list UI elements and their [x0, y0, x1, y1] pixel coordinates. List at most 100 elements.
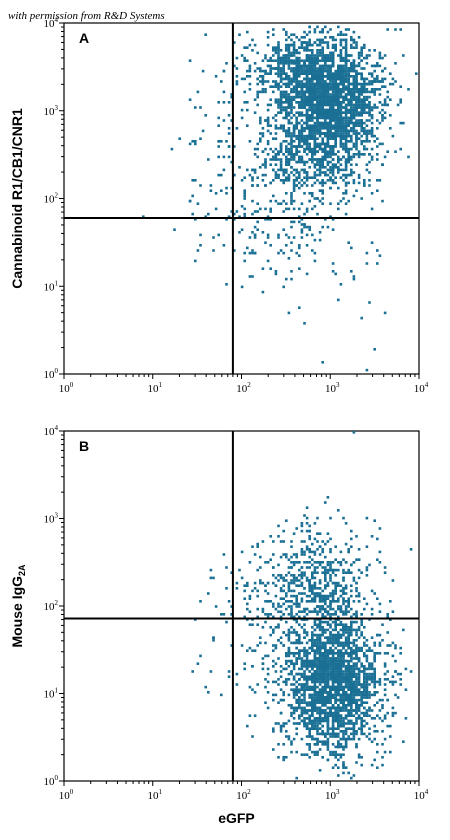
data-point [337, 103, 340, 107]
data-point [386, 670, 389, 673]
data-point [383, 683, 387, 686]
data-point [282, 28, 285, 31]
data-point [287, 179, 291, 182]
data-point [308, 158, 311, 161]
data-point [292, 667, 296, 671]
data-point [285, 33, 288, 36]
data-point [295, 82, 298, 86]
data-point [316, 101, 319, 104]
data-point [324, 67, 327, 70]
data-point [352, 30, 356, 34]
data-point [316, 197, 319, 200]
data-point [303, 67, 306, 70]
data-point [352, 691, 356, 694]
data-point [360, 717, 363, 720]
data-point [282, 54, 285, 57]
data-point [290, 202, 293, 205]
data-point [344, 158, 348, 161]
data-point [355, 90, 358, 94]
data-point [253, 69, 257, 73]
data-point [238, 215, 241, 218]
data-point [303, 225, 306, 229]
data-point [316, 75, 319, 78]
data-point [357, 683, 361, 686]
data-point [337, 106, 340, 109]
data-point [298, 121, 301, 125]
data-point [308, 49, 311, 52]
data-point [352, 95, 356, 99]
data-point [339, 753, 343, 756]
data-point [321, 82, 324, 86]
data-point [285, 730, 288, 733]
data-point [370, 106, 374, 109]
data-point [365, 103, 369, 107]
data-point [355, 82, 358, 86]
data-point [316, 163, 319, 166]
data-point [337, 740, 340, 743]
data-point [329, 75, 332, 78]
data-point [337, 111, 340, 114]
data-point [225, 140, 228, 143]
data-point [337, 691, 340, 694]
data-point [321, 672, 324, 676]
data-point [316, 626, 319, 629]
data-point [311, 701, 314, 704]
data-point [305, 108, 309, 112]
data-point [311, 119, 314, 122]
data-point [334, 693, 337, 697]
data-point [274, 173, 278, 177]
data-point [329, 652, 332, 655]
data-point [303, 101, 306, 104]
data-point [209, 184, 213, 187]
data-point [357, 737, 361, 741]
data-point [308, 103, 311, 107]
data-point [373, 652, 376, 655]
data-point [363, 132, 366, 135]
data-point [368, 72, 371, 75]
data-point [376, 106, 379, 109]
data-point [318, 132, 322, 135]
data-point [357, 101, 361, 104]
data-point [321, 652, 324, 655]
data-point [337, 129, 340, 133]
data-point [334, 633, 337, 637]
data-point [329, 56, 332, 60]
data-point [360, 129, 363, 133]
data-point [316, 59, 319, 62]
data-point [311, 709, 314, 712]
data-point [287, 654, 291, 658]
data-point [342, 644, 345, 647]
data-point [337, 25, 340, 29]
data-point [285, 722, 288, 725]
data-point [324, 108, 327, 112]
y-tick-label: 103 [44, 104, 59, 118]
data-point [360, 646, 363, 650]
data-point [342, 33, 345, 36]
data-point [337, 101, 340, 104]
data-point [269, 67, 272, 70]
data-point [355, 680, 358, 684]
data-point [342, 129, 345, 133]
data-point [331, 711, 335, 715]
data-point [357, 636, 361, 639]
data-point [357, 72, 361, 75]
data-point [266, 116, 270, 120]
data-point [334, 103, 337, 107]
data-point [251, 38, 254, 42]
data-point [222, 155, 226, 159]
data-point [334, 672, 337, 676]
data-point [363, 90, 366, 94]
data-point [311, 160, 314, 164]
data-point [360, 46, 363, 49]
data-point [313, 181, 317, 185]
data-point [318, 722, 322, 725]
data-point [321, 111, 324, 114]
data-point [339, 80, 343, 83]
data-point [292, 683, 296, 686]
data-point [378, 680, 382, 684]
data-point [337, 116, 340, 120]
data-point [298, 623, 301, 626]
data-point [321, 171, 324, 174]
data-point [399, 678, 402, 681]
data-point [217, 233, 220, 237]
